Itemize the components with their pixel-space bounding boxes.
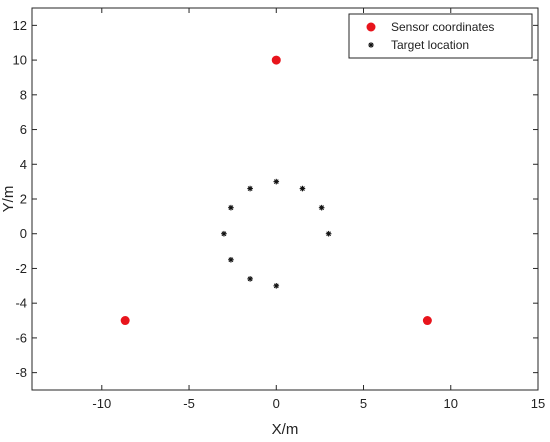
target-point-stroke [273, 283, 279, 289]
y-tick-label: 0 [20, 226, 27, 241]
target-point [299, 185, 306, 192]
legend-box [348, 13, 533, 59]
y-tick-label: 6 [20, 122, 27, 137]
legend-label: Target location [391, 38, 469, 52]
sensor-point [120, 316, 130, 326]
plot-frame [31, 7, 539, 391]
y-tick-label: -2 [15, 261, 27, 276]
target-point-stroke [319, 205, 325, 211]
x-tick-label: -10 [92, 396, 111, 411]
y-tick-label: 8 [20, 87, 27, 102]
target-point [273, 283, 280, 289]
target-point [273, 178, 280, 185]
x-tick-label: 10 [444, 396, 458, 411]
legend-marker-sensor [366, 22, 376, 32]
y-tick-label: 4 [20, 157, 27, 172]
target-point-stroke [221, 231, 227, 237]
plot-area [31, 7, 539, 391]
x-tick-label: 5 [360, 396, 367, 411]
y-axis-label: Y/m [0, 186, 17, 213]
target-point-stroke [247, 186, 253, 191]
legend-marker-target [368, 42, 374, 48]
y-tick-label: -4 [15, 296, 27, 311]
target-point [228, 256, 234, 263]
target-point-stroke [326, 231, 332, 237]
target-point-stroke [228, 257, 234, 263]
y-tick-label: -6 [15, 330, 27, 345]
x-tick-label: 15 [531, 396, 545, 411]
data-points [120, 55, 432, 326]
legend: Sensor coordinates Target location [348, 13, 533, 59]
axis-ticks: -10 -5 0 5 10 15 -8 -6 -4 -2 0 2 4 6 8 10 12 [13, 8, 545, 411]
sensor-point [422, 316, 432, 326]
target-point [228, 204, 234, 211]
target-point-stroke [247, 276, 253, 282]
target-point [221, 230, 227, 237]
x-tick-label: 0 [273, 396, 280, 411]
target-point-stroke [228, 205, 234, 211]
legend-label: Sensor coordinates [391, 20, 494, 34]
x-tick-label: -5 [183, 396, 195, 411]
legend-marker-target-stroke [368, 42, 374, 48]
x-axis-label: X/m [272, 421, 299, 438]
target-point [325, 230, 332, 237]
y-tick-label: -8 [15, 365, 27, 380]
target-point-stroke [300, 186, 305, 191]
y-tick-label: 10 [13, 53, 27, 68]
target-point [247, 276, 253, 282]
y-tick-label: 12 [13, 18, 27, 33]
y-tick-label: 2 [20, 192, 27, 207]
sensor-point [271, 55, 281, 65]
target-point-stroke [273, 179, 279, 185]
target-point [247, 185, 253, 192]
target-point [318, 204, 325, 211]
